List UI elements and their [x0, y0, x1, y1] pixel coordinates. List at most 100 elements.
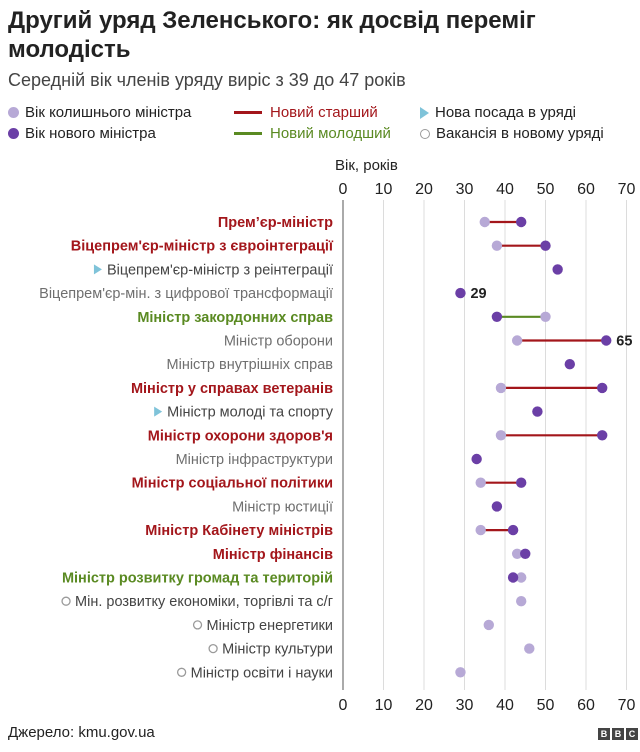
x-axis-title: Вік, років [335, 157, 398, 174]
chart-title: Другий уряд Зеленського: як досвід перем… [8, 7, 536, 63]
x-tick-label-top: 70 [618, 181, 636, 198]
legend-older-line-icon [234, 111, 262, 114]
legend-new-younger: Новий молодший [234, 125, 391, 142]
x-tick-label-top: 20 [415, 181, 433, 198]
x-tick-label-top: 10 [375, 181, 393, 198]
new-minister-dot [601, 335, 612, 346]
x-tick-label-bottom: 50 [537, 697, 555, 714]
new-minister-dot [491, 501, 503, 512]
new-minister-dot [516, 216, 527, 228]
row-label: Міністр юстиції [232, 499, 333, 515]
row-label: Прем’єр-міністр [218, 215, 333, 231]
legend-old-minister: Вік колишнього міністра [8, 104, 191, 121]
x-tick-label-bottom: 60 [577, 697, 595, 714]
old-minister-dot [511, 548, 523, 559]
new-minister-dot [507, 524, 519, 536]
old-minister-dot [540, 311, 551, 322]
old-minister-dot [516, 572, 527, 583]
row-label: Міністр розвитку громад та територій [62, 571, 333, 587]
legend-new-minister: Вік нового міністра [8, 125, 156, 142]
new-minister-dot [455, 287, 466, 299]
x-tick-label-top: 60 [577, 181, 595, 198]
old-minister-dot [524, 643, 535, 654]
new-minister-dot [532, 406, 543, 417]
x-tick-label-bottom: 20 [415, 697, 433, 714]
legend-younger-label: Новий молодший [270, 125, 391, 142]
legend-ring-icon [420, 128, 430, 139]
row-label: Міністр освіти і науки [191, 665, 333, 681]
vacancy-ring-icon [176, 667, 187, 677]
old-minister-dot [475, 477, 486, 488]
row-label: Міністр молоді та спорту [167, 405, 334, 421]
old-minister-dot [455, 667, 466, 678]
row-label: Міністр внутрішніх справ [167, 357, 334, 373]
legend-vacancy: Вакансія в новому уряді [420, 125, 604, 142]
old-minister-dot [475, 524, 486, 536]
legend-new-post-label: Нова посада в уряді [435, 104, 576, 121]
x-tick-label-top: 40 [496, 181, 514, 198]
old-minister-dot [516, 596, 527, 607]
row-label: Міністр у справах ветеранів [131, 381, 333, 397]
data-label: 29 [470, 286, 486, 302]
legend-younger-line-icon [234, 132, 262, 135]
bbc-logo: B B C [598, 728, 638, 740]
vacancy-ring-icon [61, 596, 71, 606]
row-label: Міністр фінансів [213, 547, 333, 563]
legend-old-label: Вік колишнього міністра [25, 104, 192, 121]
legend-vacancy-label: Вакансія в новому уряді [436, 125, 604, 142]
old-minister-dot [479, 216, 490, 228]
x-tick-label-bottom: 0 [339, 697, 348, 714]
bbc-logo-letter: C [626, 728, 638, 740]
x-tick-label-top: 30 [456, 181, 474, 198]
new-minister-dot [516, 477, 527, 488]
old-minister-dot [483, 619, 494, 631]
new-minister-dot [540, 240, 551, 251]
x-tick-label-bottom: 70 [618, 697, 636, 714]
new-minister-dot [597, 382, 608, 394]
old-minister-dot [511, 335, 523, 346]
old-minister-dot [495, 382, 507, 394]
legend-new-post: Нова посада в уряді [420, 104, 576, 121]
old-minister-dot [491, 240, 503, 251]
chart-subtitle: Середній вік членів уряду виріс з 39 до … [8, 70, 406, 90]
row-label: Міністр енергетики [207, 618, 333, 634]
new-minister-dot [564, 359, 575, 370]
legend-old-dot-icon [8, 107, 19, 118]
legend-older-label: Новий старший [270, 104, 378, 121]
x-tick-label-bottom: 10 [375, 697, 393, 714]
legend-triangle-icon [420, 106, 429, 119]
legend-new-dot-icon [8, 128, 19, 139]
row-label: Міністр Кабінету міністрів [145, 523, 333, 539]
row-label: Міністр інфраструктури [176, 452, 333, 468]
vacancy-ring-icon [192, 620, 203, 630]
row-label: Мін. розвитку економіки, торгівлі та с/г [75, 594, 333, 610]
new-minister-dot [507, 572, 519, 583]
new-post-triangle-icon [93, 264, 102, 275]
legend-new-label: Вік нового міністра [25, 125, 156, 142]
old-minister-dot [495, 430, 507, 441]
new-post-triangle-icon [154, 406, 163, 417]
row-label: Міністр культури [222, 642, 333, 658]
source-note: Джерело: kmu.gov.ua [8, 724, 155, 741]
new-minister-dot [597, 430, 608, 441]
x-tick-label-top: 50 [537, 181, 555, 198]
x-tick-label-top: 0 [339, 181, 348, 198]
row-label: Віцепрем'єр-міністр з реінтеграції [107, 262, 333, 278]
row-label: Віцепрем'єр-мін. з цифрової трансформаці… [39, 286, 333, 302]
vacancy-ring-icon [208, 643, 218, 654]
new-minister-dot [520, 548, 531, 559]
row-label: Віцепрем'єр-міністр з євроінтеграції [71, 239, 334, 255]
bbc-logo-letter: B [598, 728, 610, 740]
new-minister-dot [471, 453, 482, 465]
x-tick-label-bottom: 30 [456, 697, 474, 714]
row-label: Міністр соціальної політики [132, 476, 333, 492]
legend-new-older: Новий старший [234, 104, 378, 121]
x-tick-label-bottom: 40 [496, 697, 514, 714]
data-label: 65 [616, 334, 632, 350]
bbc-logo-letter: B [612, 728, 624, 740]
new-minister-dot [491, 311, 503, 322]
row-label: Міністр закордонних справ [137, 310, 333, 326]
row-label: Міністр оборони [224, 334, 333, 350]
new-minister-dot [552, 264, 563, 275]
